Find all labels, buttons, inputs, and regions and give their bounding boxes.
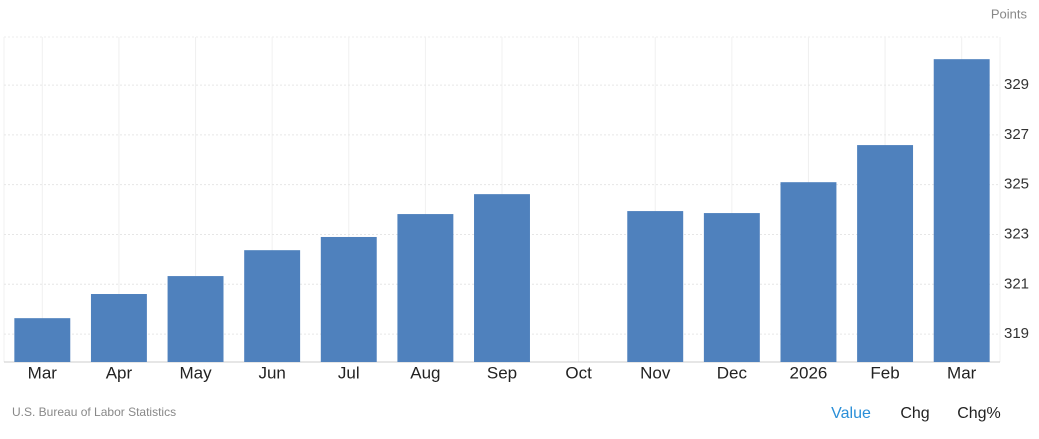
- bar: [474, 194, 530, 362]
- y-tick-label: 327: [1004, 126, 1029, 143]
- chg-pct-button[interactable]: Chg%: [957, 405, 1001, 422]
- chg-button[interactable]: Chg: [900, 405, 929, 422]
- y-tick-label: 319: [1004, 325, 1029, 342]
- source: U.S. Bureau of Labor Statistics: [12, 405, 176, 419]
- x-tick-label: Oct: [565, 363, 592, 382]
- bar: [933, 59, 990, 363]
- value-button[interactable]: Value: [831, 405, 871, 422]
- bar: [90, 294, 147, 362]
- bar: [320, 236, 377, 362]
- x-tick-label: Feb: [870, 363, 899, 382]
- x-tick-label: Mar: [28, 363, 58, 382]
- bar: [14, 318, 71, 362]
- x-tick-label: Sep: [487, 363, 517, 382]
- x-tick-label: Jun: [258, 363, 285, 382]
- bar: [780, 182, 837, 362]
- x-tick-label: Nov: [640, 363, 671, 382]
- x-tick-label: Mar: [947, 363, 977, 382]
- x-tick-label: Jul: [338, 363, 360, 382]
- bar: [857, 145, 914, 362]
- unit-label: Points: [991, 6, 1028, 21]
- y-tick-label: 325: [1004, 176, 1029, 193]
- bar: [627, 211, 684, 362]
- y-tick-label: 329: [1004, 76, 1029, 93]
- y-tick-label: 321: [1004, 275, 1029, 292]
- y-tick-label: 323: [1004, 225, 1029, 242]
- bar: [167, 276, 224, 362]
- x-tick-label: Aug: [410, 363, 440, 382]
- bar: [397, 214, 454, 362]
- bar: [703, 213, 760, 362]
- bar: [244, 250, 301, 362]
- x-tick-label: May: [179, 363, 212, 382]
- x-tick-label: Dec: [717, 363, 748, 382]
- x-tick-label: Apr: [106, 363, 133, 382]
- x-tick-label: 2026: [790, 363, 828, 382]
